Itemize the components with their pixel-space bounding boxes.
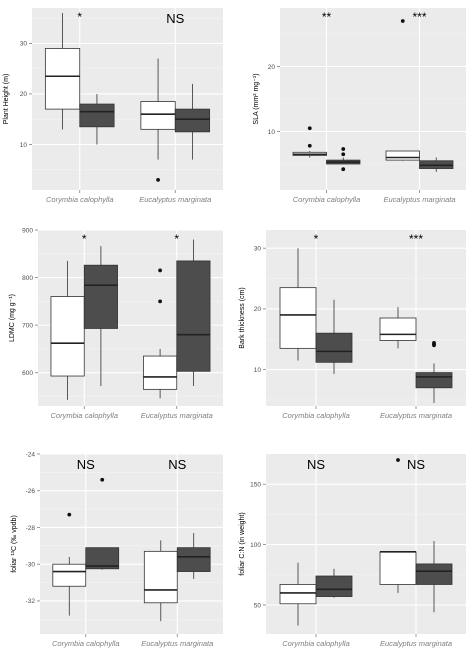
x-category-label: Eucalyptus marginata xyxy=(380,411,452,420)
box-dark xyxy=(176,260,211,372)
y-tick-label: -24 xyxy=(26,451,36,458)
x-category-label: Corymbia calophylla xyxy=(52,639,120,648)
y-tick-label: 600 xyxy=(22,370,33,377)
y-tick-label: 700 xyxy=(22,322,33,329)
box-dark xyxy=(415,563,453,585)
y-axis-label: foliar ¹³C (‰ vpdb) xyxy=(11,515,18,573)
x-category-label: Corymbia calophylla xyxy=(46,195,114,204)
x-category-label: Corymbia calophylla xyxy=(282,411,350,420)
box-dark xyxy=(85,547,120,570)
panel-2: 10 20 Corymbia calophylla Eucalyptus margin… xyxy=(253,8,466,204)
x-category-label: Eucalyptus marginata xyxy=(383,195,455,204)
y-tick-label: 10 xyxy=(20,142,28,149)
y-tick-label: -26 xyxy=(26,488,36,495)
box-white xyxy=(279,287,317,349)
outlier-point xyxy=(307,126,312,131)
panel-6: 50 100 150 Corymbia calophylla Eucalyptus ma… xyxy=(239,454,466,648)
outlier-point xyxy=(156,177,160,182)
outlier-point xyxy=(400,19,405,23)
panel-1: 10 20 30 Corymbia calophylla Eucalyptus marg… xyxy=(3,8,223,204)
x-category-label: Corymbia calophylla xyxy=(293,195,361,204)
outlier-point xyxy=(341,167,346,172)
outlier-point xyxy=(307,143,312,148)
y-tick-label: 10 xyxy=(268,129,276,136)
box-white xyxy=(50,296,85,377)
box-white xyxy=(52,563,87,587)
box-dark xyxy=(79,103,115,128)
box-white xyxy=(379,551,417,585)
y-tick-label: 30 xyxy=(254,246,262,253)
y-tick-label: 30 xyxy=(20,41,28,48)
box-dark xyxy=(83,264,118,329)
significance-label: NS xyxy=(77,457,95,472)
panel-3: 600 700 800 900 Corymbia calophylla Eucalyptu… xyxy=(9,227,223,420)
y-tick-label: 10 xyxy=(254,367,262,374)
significance-label: *** xyxy=(409,232,423,246)
y-tick-label: 150 xyxy=(250,482,261,489)
y-tick-label: 20 xyxy=(254,306,262,313)
box-dark xyxy=(415,372,453,389)
y-tick-label: 900 xyxy=(22,227,33,234)
y-tick-label: -28 xyxy=(26,525,36,532)
box-white xyxy=(385,150,420,161)
x-category-label: Eucalyptus marginata xyxy=(139,195,211,204)
outlier-point xyxy=(100,477,105,482)
significance-label: NS xyxy=(166,11,184,26)
y-tick-label: 20 xyxy=(268,64,276,71)
box-white xyxy=(140,101,176,130)
box-white xyxy=(143,355,178,390)
outlier-point xyxy=(158,299,163,304)
significance-label: * xyxy=(314,232,319,246)
box-white xyxy=(143,550,178,604)
significance-label: * xyxy=(174,232,179,246)
panel-5: -32 -30 -28 -26 -24 Corymbia calophylla Eucaly… xyxy=(11,451,223,648)
panel-4: 10 20 30 Corymbia calophylla Eucalyptus marg… xyxy=(239,230,466,420)
y-axis-label: SLA (mm² mg⁻¹) xyxy=(253,73,260,124)
significance-label: NS xyxy=(307,457,325,472)
box-dark xyxy=(315,575,353,597)
outlier-point xyxy=(67,512,72,517)
significance-label: * xyxy=(77,10,82,24)
x-category-label: Eucalyptus marginata xyxy=(141,411,213,420)
y-tick-label: -30 xyxy=(26,562,36,569)
outlier-point xyxy=(158,268,163,273)
significance-label: NS xyxy=(168,457,186,472)
significance-label: NS xyxy=(407,457,425,472)
x-category-label: Eucalyptus marginata xyxy=(141,639,213,648)
y-tick-label: 800 xyxy=(22,275,33,282)
y-axis-label: LDMC (mg g⁻¹) xyxy=(9,294,16,342)
significance-label: *** xyxy=(412,10,426,24)
significance-label: * xyxy=(82,232,87,246)
box-dark xyxy=(315,332,353,363)
box-white xyxy=(44,48,81,110)
x-category-label: Eucalyptus marginata xyxy=(380,639,452,648)
significance-label: ** xyxy=(322,10,332,24)
outlier-point xyxy=(432,340,436,345)
x-category-label: Corymbia calophylla xyxy=(50,411,118,420)
y-tick-label: 50 xyxy=(254,602,262,609)
box-dark xyxy=(176,547,211,572)
y-axis-label: Plant Height (m) xyxy=(3,74,10,125)
y-axis-label: foliar C:N (in weight) xyxy=(239,512,246,575)
panel-background xyxy=(40,454,223,634)
box-white xyxy=(379,317,417,341)
box-white xyxy=(279,584,317,605)
outlier-point xyxy=(341,152,346,157)
x-category-label: Corymbia calophylla xyxy=(282,639,350,648)
y-tick-label: 100 xyxy=(250,542,261,549)
box-dark xyxy=(174,108,211,133)
y-axis-label: Bark thickness (cm) xyxy=(239,287,246,348)
outlier-point xyxy=(396,458,400,462)
outlier-point xyxy=(341,147,346,151)
y-tick-label: 20 xyxy=(20,91,28,98)
y-tick-label: -32 xyxy=(26,598,36,605)
panel-background xyxy=(266,454,466,634)
